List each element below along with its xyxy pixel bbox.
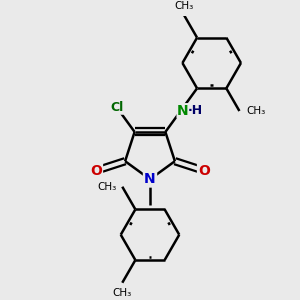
Text: N: N <box>144 172 156 186</box>
Text: N: N <box>177 104 189 118</box>
Text: ·H: ·H <box>188 104 202 117</box>
Text: Cl: Cl <box>110 100 123 113</box>
Text: CH₃: CH₃ <box>113 288 132 298</box>
Text: CH₃: CH₃ <box>98 182 117 192</box>
Text: CH₃: CH₃ <box>174 1 194 10</box>
Text: O: O <box>90 164 102 178</box>
Text: CH₃: CH₃ <box>246 106 265 116</box>
Text: O: O <box>198 164 210 178</box>
